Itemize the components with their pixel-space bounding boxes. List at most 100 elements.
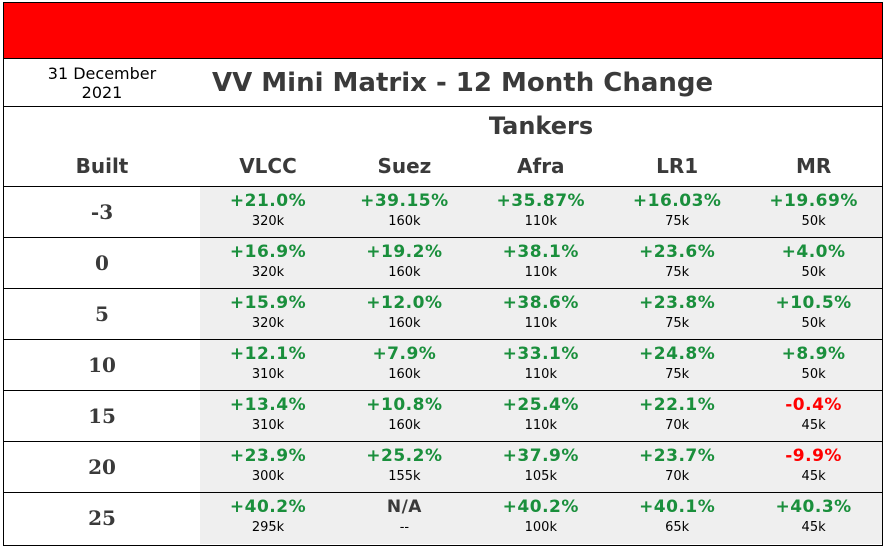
vessel-size: 295k	[251, 520, 285, 535]
table-row: 5 +15.9% 320k +12.0% 160k +38.6% 110k +23.8% 75k…	[4, 289, 882, 340]
table-cell: +16.9% 320k	[200, 238, 336, 289]
vessel-size: 50k	[801, 214, 826, 229]
vessel-size: 310k	[251, 367, 285, 382]
table-cell: +23.6% 75k	[609, 238, 745, 289]
table-cell: +40.2% 100k	[473, 493, 609, 544]
change-value: +40.1%	[639, 497, 716, 517]
table-cell: +19.2% 160k	[336, 238, 472, 289]
change-value: +37.9%	[502, 446, 579, 466]
row-cells: +16.9% 320k +19.2% 160k +38.1% 110k +23.6% 75k +…	[200, 238, 882, 289]
column-header-mr: MR	[795, 154, 832, 178]
vessel-size: 110k	[524, 265, 557, 280]
divider	[4, 186, 882, 187]
change-value: N/A	[386, 497, 422, 517]
table-row: 10 +12.1% 310k +7.9% 160k +33.1% 110k +24.8% 75k…	[4, 340, 882, 391]
change-value: +22.1%	[639, 395, 716, 415]
row-label-built: -3	[4, 187, 200, 238]
row-label-built: 25	[4, 493, 200, 544]
vessel-size: 160k	[388, 265, 421, 280]
column-header-built: Built	[75, 154, 129, 178]
vessel-size: 310k	[251, 418, 285, 433]
row-label-built: 0	[4, 238, 200, 289]
table-cell: -0.4% 45k	[746, 391, 882, 442]
change-value: +15.9%	[229, 293, 307, 313]
group-header-tankers: Tankers	[488, 112, 594, 140]
page-title: VV Mini Matrix - 12 Month Change	[212, 67, 714, 98]
column-header-lr1: LR1	[656, 154, 699, 178]
table-cell: +35.87% 110k	[473, 187, 609, 238]
table-cell: +38.1% 110k	[473, 238, 609, 289]
change-value: +40.3%	[775, 497, 852, 517]
vessel-size: 70k	[665, 418, 690, 433]
change-value: +23.9%	[229, 446, 307, 466]
row-label-built: 15	[4, 391, 200, 442]
change-value: +23.6%	[639, 242, 716, 262]
vessel-size: 160k	[388, 418, 421, 433]
table-cell: +19.69% 50k	[746, 187, 882, 238]
change-value: +35.87%	[496, 191, 586, 211]
vessel-size: 100k	[524, 520, 557, 535]
change-value: +40.2%	[229, 497, 307, 517]
vessel-size: 110k	[524, 367, 557, 382]
report-date: 31 December 2021	[47, 63, 157, 102]
change-value: +19.69%	[769, 191, 858, 211]
vessel-size: 45k	[801, 418, 826, 433]
row-divider	[4, 339, 882, 340]
table-cell: +24.8% 75k	[609, 340, 745, 391]
table-cell: +23.8% 75k	[609, 289, 745, 340]
matrix-frame: 31 December 2021 VV Mini Matrix - 12 Mon…	[3, 2, 883, 546]
vessel-size: --	[399, 520, 410, 535]
table-cell: +38.6% 110k	[473, 289, 609, 340]
vessel-size: 320k	[251, 316, 285, 331]
row-cells: +15.9% 320k +12.0% 160k +38.6% 110k +23.8% 75k +…	[200, 289, 882, 340]
row-divider	[4, 492, 882, 493]
table-cell: +21.0% 320k	[200, 187, 336, 238]
table-row: 0 +16.9% 320k +19.2% 160k +38.1% 110k +23.6% 75k…	[4, 238, 882, 289]
change-value: -0.4%	[785, 395, 842, 415]
vessel-size: 110k	[524, 418, 557, 433]
table-cell: +16.03% 75k	[609, 187, 745, 238]
table-cell: -9.9% 45k	[746, 442, 882, 493]
vessel-size: 160k	[388, 214, 421, 229]
table-cell: +23.7% 70k	[609, 442, 745, 493]
change-value: -9.9%	[785, 446, 842, 466]
column-header-afra: Afra	[517, 154, 565, 178]
change-value: +12.1%	[229, 344, 307, 364]
vessel-size: 75k	[665, 367, 690, 382]
vessel-size: 75k	[665, 316, 690, 331]
row-cells: +23.9% 300k +25.2% 155k +37.9% 105k +23.7% 70k -…	[200, 442, 882, 493]
table-cell: +7.9% 160k	[336, 340, 472, 391]
change-value: +25.2%	[366, 446, 443, 466]
table-cell: +25.2% 155k	[336, 442, 472, 493]
change-value: +21.0%	[229, 191, 307, 211]
table-row: -3 +21.0% 320k +39.15% 160k +35.87% 110k +16.03…	[4, 187, 882, 238]
change-value: +4.0%	[781, 242, 846, 262]
vessel-size: 300k	[251, 469, 285, 484]
table-cell: +13.4% 310k	[200, 391, 336, 442]
table-row: 15 +13.4% 310k +10.8% 160k +25.4% 110k +22.1% 70…	[4, 391, 882, 442]
table-cell: +37.9% 105k	[473, 442, 609, 493]
change-value: +33.1%	[502, 344, 579, 364]
change-value: +38.6%	[502, 293, 579, 313]
change-value: +19.2%	[366, 242, 443, 262]
vessel-size: 320k	[251, 265, 285, 280]
table-cell: +4.0% 50k	[746, 238, 882, 289]
vessel-size: 105k	[524, 469, 557, 484]
vessel-size: 75k	[665, 214, 690, 229]
table-cell: +33.1% 110k	[473, 340, 609, 391]
change-value: +16.9%	[229, 242, 307, 262]
table-cell: +12.0% 160k	[336, 289, 472, 340]
table-cell: +40.3% 45k	[746, 493, 882, 544]
row-label-built: 10	[4, 340, 200, 391]
table-cell: +10.8% 160k	[336, 391, 472, 442]
divider	[4, 106, 882, 107]
vessel-size: 70k	[665, 469, 690, 484]
table-cell: +8.9% 50k	[746, 340, 882, 391]
vessel-size: 45k	[801, 520, 826, 535]
table-cell: +23.9% 300k	[200, 442, 336, 493]
table-row: 20 +23.9% 300k +25.2% 155k +37.9% 105k +23.7% 70…	[4, 442, 882, 493]
table-cell: +12.1% 310k	[200, 340, 336, 391]
row-divider	[4, 288, 882, 289]
change-value: +8.9%	[781, 344, 846, 364]
row-label-built: 20	[4, 442, 200, 493]
